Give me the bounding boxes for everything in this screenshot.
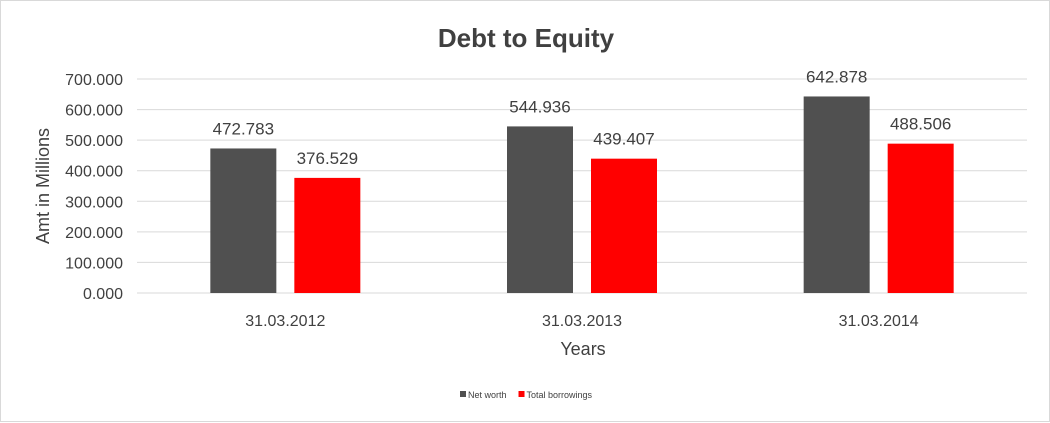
x-tick-label: 31.03.2013 <box>542 313 622 330</box>
y-tick-label: 400.000 <box>65 164 123 181</box>
bar <box>803 96 870 293</box>
y-tick-label: 0.000 <box>83 286 123 303</box>
legend: Net worth Total borrowings <box>460 390 593 400</box>
y-tick-label: 600.000 <box>65 103 123 120</box>
data-label: 488.506 <box>890 115 951 134</box>
y-tick-label: 700.000 <box>65 72 123 89</box>
legend-swatch <box>518 391 525 397</box>
y-tick-label: 300.000 <box>65 194 123 211</box>
bar <box>294 177 361 293</box>
data-label: 544.936 <box>509 97 570 116</box>
gridlines <box>137 78 1027 294</box>
y-axis-title: Amt in Millions <box>33 128 53 244</box>
legend-label: Total borrowings <box>527 390 593 400</box>
bars <box>210 96 954 294</box>
x-axis-title: Years <box>560 339 605 359</box>
bar <box>210 148 277 293</box>
y-tick-label: 100.000 <box>65 255 123 272</box>
y-tick-label: 500.000 <box>65 133 123 150</box>
data-label: 472.783 <box>213 119 274 138</box>
bar <box>887 143 954 293</box>
legend-swatch <box>460 391 466 397</box>
data-label: 642.878 <box>806 67 867 86</box>
y-axis-ticks: 0.000 100.000 200.000 300.000 400.000 500.000… <box>65 72 123 303</box>
x-tick-label: 31.03.2014 <box>839 313 919 330</box>
data-label: 376.529 <box>297 149 358 168</box>
x-tick-label: 31.03.2012 <box>245 313 325 330</box>
y-tick-label: 200.000 <box>65 225 123 242</box>
x-axis-ticks: 31.03.2012 31.03.2013 31.03.2014 <box>245 313 919 330</box>
chart-title: Debt to Equity <box>438 23 615 53</box>
bar <box>591 158 657 293</box>
data-labels: 472.783 376.529 544.936 439.407 642.878 488.5… <box>213 67 952 167</box>
bar <box>507 126 573 294</box>
legend-label: Net worth <box>468 390 507 400</box>
data-label: 439.407 <box>593 130 654 149</box>
